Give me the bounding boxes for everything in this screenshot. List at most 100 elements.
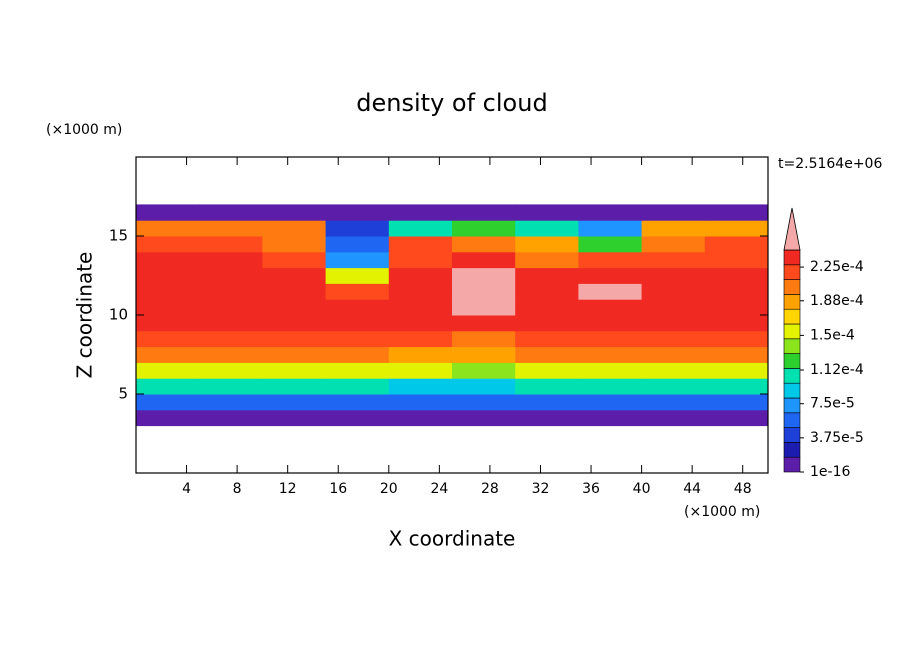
field-cell — [388, 220, 453, 237]
x-tick-label: 32 — [532, 481, 550, 497]
field-cell — [704, 330, 769, 348]
field-cell — [704, 378, 769, 395]
colorbar-label: 3.75e-5 — [810, 430, 864, 446]
field-cell — [388, 394, 453, 411]
field-cell — [262, 236, 327, 253]
field-cell — [515, 315, 579, 332]
field-cell — [452, 315, 516, 332]
field-cell — [262, 283, 327, 300]
field-cell — [388, 409, 453, 427]
field-cell — [515, 378, 579, 395]
colorbar-band — [783, 264, 801, 280]
field-cell — [262, 220, 327, 237]
field-cell — [704, 299, 769, 316]
y-unit: (×1000 m) — [46, 122, 122, 138]
x-tick-label: 16 — [329, 481, 347, 497]
x-tick-label: 20 — [380, 481, 398, 497]
field-cell — [136, 204, 200, 221]
field-cell — [325, 362, 390, 379]
field-cell — [262, 299, 327, 316]
field-cell — [136, 330, 200, 348]
field-cell — [388, 204, 453, 221]
field-cell — [452, 251, 516, 269]
y-tick-label: 10 — [109, 306, 128, 324]
field-cell — [641, 204, 706, 221]
field-cell — [578, 299, 643, 316]
field-cell — [452, 283, 516, 300]
field-cell — [452, 362, 516, 379]
field-cell — [199, 346, 263, 363]
field-cell — [136, 409, 200, 427]
field-cell — [199, 236, 263, 253]
field-cell — [704, 362, 769, 379]
field-cell — [325, 220, 390, 237]
field-cell — [641, 330, 706, 348]
colorbar-band — [783, 338, 801, 354]
field-cell — [136, 362, 200, 379]
field-cell — [578, 362, 643, 379]
field-cell — [262, 204, 327, 221]
field-cell — [515, 220, 579, 237]
field-cell — [515, 251, 579, 269]
time-label: t=2.5164e+06 — [778, 156, 882, 172]
colorbar-label: 7.5e-5 — [810, 396, 855, 412]
colorbar-band — [783, 368, 801, 384]
x-tick-label: 28 — [481, 481, 499, 497]
field-cell — [641, 220, 706, 237]
field-cell — [641, 251, 706, 269]
colorbar-extend — [783, 207, 801, 251]
field-cell — [262, 315, 327, 332]
field-cell — [641, 378, 706, 395]
field-cell — [136, 283, 200, 300]
x-tick-label: 44 — [683, 481, 701, 497]
field-cell — [388, 267, 453, 284]
field-cell — [704, 236, 769, 253]
field-cell — [262, 346, 327, 363]
field-cell — [199, 409, 263, 427]
field-cell — [262, 378, 327, 395]
x-tick-label: 36 — [582, 481, 600, 497]
field-cell — [704, 220, 769, 237]
colorbar-band — [783, 279, 801, 295]
field-cell — [704, 346, 769, 363]
field-cell — [452, 346, 516, 363]
field-cell — [578, 267, 643, 284]
field-cell — [388, 251, 453, 269]
field-cell — [325, 378, 390, 395]
colorbar-label: 2.25e-4 — [810, 259, 864, 275]
field-cell — [388, 378, 453, 395]
field-cell — [325, 394, 390, 411]
field-cell — [325, 299, 390, 316]
field-cell — [452, 394, 516, 411]
field-cell — [199, 204, 263, 221]
field-cell — [452, 299, 516, 316]
x-tick-label: 48 — [734, 481, 752, 497]
field-cell — [199, 394, 263, 411]
colorbar-band — [783, 294, 801, 310]
field-cell — [578, 220, 643, 237]
field-cell — [325, 251, 390, 269]
field-cell — [641, 394, 706, 411]
x-axis-label: X coordinate — [389, 527, 516, 551]
field-cell — [704, 409, 769, 427]
field-cell — [325, 267, 390, 284]
field-cell — [136, 394, 200, 411]
field-cell — [578, 204, 643, 221]
field-cell — [199, 283, 263, 300]
field-cell — [199, 299, 263, 316]
field-cell — [452, 378, 516, 395]
field-cell — [578, 409, 643, 427]
field-cell — [325, 346, 390, 363]
field-cell — [641, 362, 706, 379]
field-cell — [452, 236, 516, 253]
field-cell — [452, 220, 516, 237]
field-cell — [578, 378, 643, 395]
x-tick-label: 8 — [233, 481, 242, 497]
field-cell — [641, 283, 706, 300]
colorbar-band — [783, 397, 801, 414]
field-cell — [136, 236, 200, 253]
field-cell — [515, 283, 579, 300]
field-cell — [262, 251, 327, 269]
field-cell — [136, 251, 200, 269]
